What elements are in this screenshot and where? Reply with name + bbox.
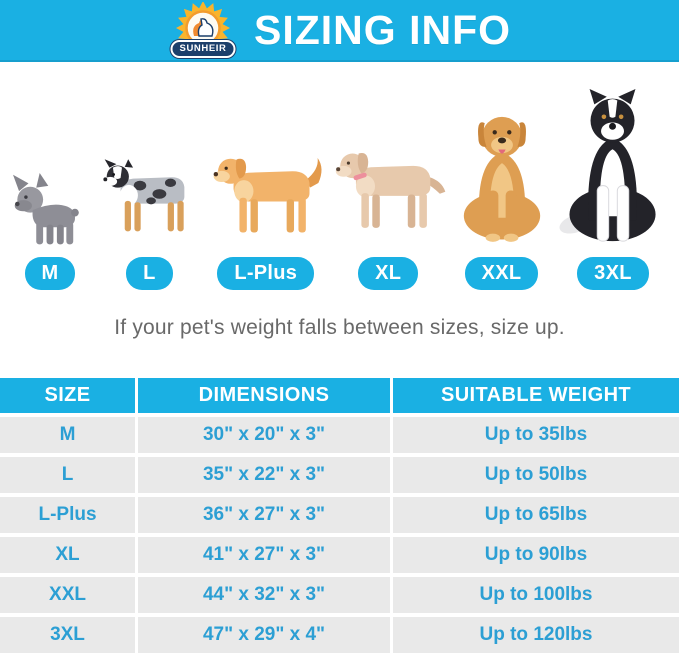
size-badge-m: M [24, 257, 76, 290]
table-cell-size: L [0, 457, 135, 493]
table-cell-dimensions: 30" x 20" x 3" [138, 417, 390, 453]
table-cell-weight: Up to 50lbs [393, 457, 679, 493]
table-cell-size: XL [0, 537, 135, 573]
labrador-retriever-illustration [335, 152, 446, 228]
table-cell-dimensions: 35" x 22" x 3" [138, 457, 390, 493]
table-cell-weight: Up to 35lbs [393, 417, 679, 453]
size-badge-xl: XL [358, 257, 419, 290]
header-bar: SUNHEIR SIZING INFO [0, 0, 679, 62]
table-cell-weight: Up to 100lbs [393, 577, 679, 613]
table-cell-size: L-Plus [0, 497, 135, 533]
size-badge-3xl: 3XL [577, 257, 649, 290]
size-badge-xxl: XXL [464, 257, 539, 290]
column-header-size: SIZE [0, 378, 135, 413]
size-column-xxl: XXL [452, 102, 552, 290]
table-cell-dimensions: 41" x 27" x 3" [138, 537, 390, 573]
column-header-weight: SUITABLE WEIGHT [393, 378, 679, 413]
brand-name-label: SUNHEIR [170, 40, 236, 58]
size-column-m: M [8, 172, 92, 290]
sunheir-logo: SUNHEIR [168, 2, 238, 60]
table-cell-dimensions: 47" x 29" x 4" [138, 617, 390, 653]
table-cell-size: XXL [0, 577, 135, 613]
sizing-advice-caption: If your pet's weight falls between sizes… [114, 316, 565, 339]
table-cell-weight: Up to 65lbs [393, 497, 679, 533]
dog-size-row: M L [0, 62, 679, 296]
table-cell-weight: Up to 90lbs [393, 537, 679, 573]
size-column-l-plus: L-Plus [207, 138, 325, 290]
column-header-dimensions: DIMENSIONS [138, 378, 390, 413]
border-collie-sitting-illustration [559, 89, 656, 242]
size-column-xl: XL [330, 128, 446, 290]
french-bulldog-illustration [13, 173, 79, 245]
page-title: SIZING INFO [254, 6, 511, 53]
size-badge-l: L [126, 257, 173, 290]
table-cell-size: 3XL [0, 617, 135, 653]
table-cell-size: M [0, 417, 135, 453]
sizing-table: SIZE DIMENSIONS SUITABLE WEIGHT M 30" x … [0, 378, 679, 653]
table-cell-dimensions: 36" x 27" x 3" [138, 497, 390, 533]
table-cell-dimensions: 44" x 32" x 3" [138, 577, 390, 613]
golden-retriever-standing-illustration [213, 157, 322, 233]
size-badge-l-plus: L-Plus [217, 257, 315, 290]
size-column-l: L [97, 144, 201, 290]
size-column-3xl: 3XL [557, 86, 669, 290]
golden-retriever-sitting-illustration [463, 116, 540, 242]
table-cell-weight: Up to 120lbs [393, 617, 679, 653]
australian-shepherd-illustration [103, 159, 185, 232]
